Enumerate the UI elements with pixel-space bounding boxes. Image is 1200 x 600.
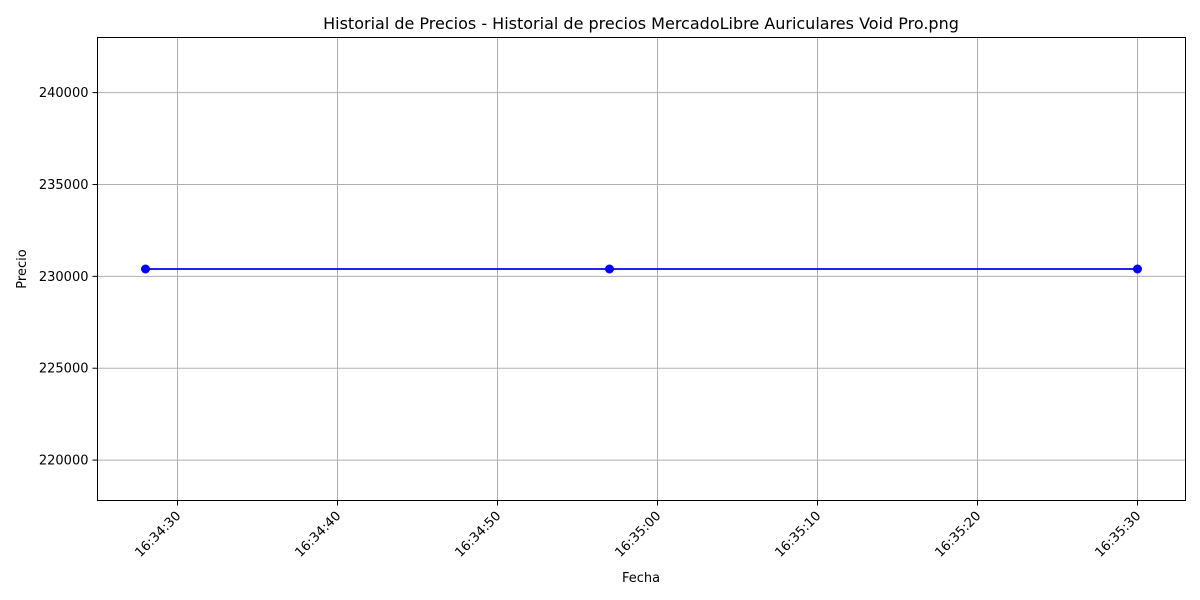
- data-point: [1133, 264, 1142, 274]
- data-point: [605, 264, 614, 274]
- chart-title: Historial de Precios - Historial de prec…: [323, 14, 959, 33]
- y-tick-label: 230000: [39, 270, 89, 285]
- y-axis: 220000 225000 230000 235000 240000: [39, 86, 98, 469]
- x-axis-label: Fecha: [622, 571, 660, 586]
- y-tick-label: 220000: [39, 454, 89, 469]
- y-tick-label: 235000: [39, 178, 89, 193]
- y-tick-label: 225000: [39, 362, 89, 377]
- series-layer: [141, 264, 1142, 274]
- y-tick-label: 240000: [39, 86, 89, 101]
- y-axis-label: Precio: [15, 249, 30, 288]
- plot-frame: [97, 37, 1186, 501]
- data-point: [141, 264, 150, 274]
